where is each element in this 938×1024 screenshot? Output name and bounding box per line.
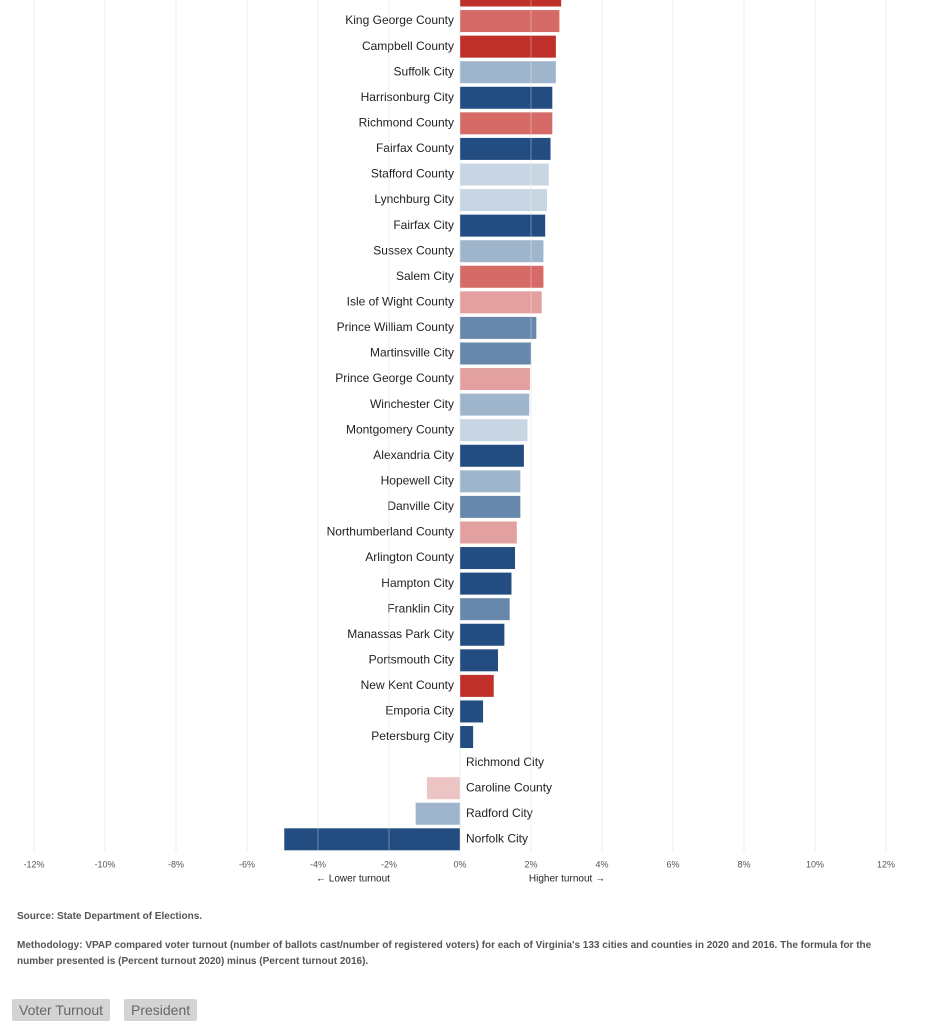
category-label: Lynchburg City xyxy=(374,192,454,206)
category-label: Harrisonburg City xyxy=(361,90,454,104)
category-label: Norfolk City xyxy=(466,831,528,845)
bar xyxy=(460,342,531,365)
category-label: Fairfax City xyxy=(393,218,454,232)
bar xyxy=(460,214,546,237)
chart: ← Lower turnout Higher turnout → -12% -10… xyxy=(23,0,895,885)
x-tick-label: 2% xyxy=(524,859,537,869)
category-label: Hopewell City xyxy=(381,474,454,488)
x-tick-label: -12% xyxy=(23,859,44,869)
category-label: Northumberland County xyxy=(327,525,454,539)
bar xyxy=(460,700,484,723)
lower-label: ← Lower turnout xyxy=(316,874,390,885)
bar xyxy=(460,316,537,339)
bar xyxy=(284,828,460,851)
x-tick-label: -2% xyxy=(381,859,397,869)
x-tick-label: 12% xyxy=(877,859,895,869)
category-label: Prince William County xyxy=(337,320,454,334)
x-tick-label: -6% xyxy=(239,859,255,869)
x-tick-label: 8% xyxy=(737,859,750,869)
category-label: Emporia City xyxy=(385,704,454,718)
grid xyxy=(33,0,887,852)
bar xyxy=(415,802,460,825)
bar xyxy=(460,291,542,314)
x-tick-label: 10% xyxy=(806,859,824,869)
bar xyxy=(460,35,556,58)
bar xyxy=(460,0,562,7)
bar xyxy=(460,572,512,595)
category-label: Richmond City xyxy=(466,755,544,769)
x-tick-label: -8% xyxy=(168,859,184,869)
bar xyxy=(460,649,498,672)
bar xyxy=(426,777,460,800)
x-tick-label: -4% xyxy=(310,859,326,869)
bar xyxy=(460,547,516,570)
bar xyxy=(460,10,560,33)
category-label: Winchester City xyxy=(370,397,454,411)
bar xyxy=(460,419,528,442)
category-label: Martinsville City xyxy=(370,346,454,360)
category-label: Radford City xyxy=(466,806,533,820)
category-label: Danville City xyxy=(387,499,454,513)
category-label: Manassas Park City xyxy=(347,627,454,641)
tab-button[interactable]: President xyxy=(124,999,198,1021)
bar xyxy=(460,240,544,263)
category-label: Fairfax County xyxy=(376,141,454,155)
category-label: Alexandria City xyxy=(373,448,454,462)
higher-label: Higher turnout → xyxy=(529,874,605,885)
category-label: Suffolk City xyxy=(394,64,454,78)
category-label: New Kent County xyxy=(361,678,454,692)
category-label: Campbell County xyxy=(362,39,454,53)
category-label: Richmond County xyxy=(359,116,454,130)
category-label: Franklin City xyxy=(387,601,454,615)
x-tick-label: 0% xyxy=(453,859,466,869)
bar xyxy=(460,470,521,493)
category-label: Portsmouth City xyxy=(369,652,454,666)
bar xyxy=(460,137,551,160)
bar xyxy=(460,189,547,212)
category-label: King George County xyxy=(345,13,454,27)
bar xyxy=(460,495,521,518)
bar xyxy=(460,112,553,135)
bar xyxy=(460,598,510,621)
category-label: Sussex County xyxy=(373,243,454,257)
bar xyxy=(460,86,553,109)
source: Source: State Department of Elections. xyxy=(17,911,203,922)
category-label: Arlington County xyxy=(365,550,454,564)
category-label: Prince George County xyxy=(335,371,454,385)
x-tick-label: 6% xyxy=(666,859,679,869)
category-label: Isle of Wight County xyxy=(347,295,454,309)
bars xyxy=(284,0,562,851)
bar xyxy=(460,726,474,749)
methodology: Methodology: VPAP compared voter turnout… xyxy=(17,940,872,967)
bar xyxy=(460,521,517,544)
bar xyxy=(460,623,505,646)
category-label: Petersburg City xyxy=(371,729,454,743)
bar xyxy=(460,163,549,186)
tab-button[interactable]: Voter Turnout xyxy=(12,999,111,1021)
category-label: Stafford County xyxy=(371,167,454,181)
bar xyxy=(460,61,556,84)
category-label: Salem City xyxy=(396,269,454,283)
bar xyxy=(460,674,494,697)
bar xyxy=(460,368,530,391)
category-label: Caroline County xyxy=(466,780,552,794)
x-tick-label: 4% xyxy=(595,859,608,869)
bar xyxy=(460,265,544,288)
x-tick-label: -10% xyxy=(94,859,115,869)
bar xyxy=(460,393,530,416)
bar xyxy=(460,444,524,467)
category-label: Hampton City xyxy=(381,576,454,590)
category-label: Montgomery County xyxy=(346,422,454,436)
